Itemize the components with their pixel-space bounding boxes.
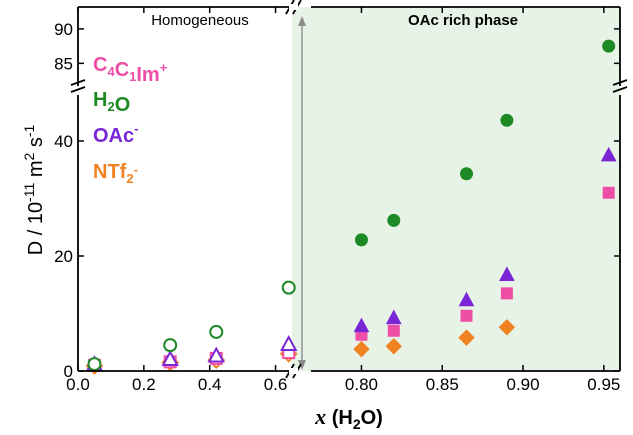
legend-entry-c4c1im: C4C1Im+ <box>93 54 168 86</box>
divider-arrow-up <box>298 16 306 26</box>
x-tick-label: 0.95 <box>587 375 620 394</box>
y-axis-title-text: D / 10-11 m2 s-1 <box>21 124 47 255</box>
x-tick-label: 0.90 <box>507 375 540 394</box>
point-ntf2 <box>498 319 516 336</box>
point-c4c1im <box>387 324 400 337</box>
axis-ticks: 0.0 0.2 0.4 0.6 0.80 0.85 0.90 0.95 0 20 40 85 90 <box>54 7 620 394</box>
x-tick-label: 0.2 <box>132 375 156 394</box>
point-h2o <box>209 324 224 339</box>
x-break-gap-bottom <box>289 368 298 374</box>
point-h2o <box>354 233 368 247</box>
y-tick-label: 40 <box>54 132 73 151</box>
point-oac <box>161 349 179 366</box>
point-ntf2 <box>353 340 370 358</box>
point-oac <box>600 146 617 162</box>
point-h2o <box>500 113 514 127</box>
x-axis-title-text: x (H2O) <box>314 404 383 432</box>
y-break-mark-left <box>70 86 86 93</box>
y-tick-label: 20 <box>54 247 73 266</box>
x-tick-label: 0.6 <box>264 375 288 394</box>
x-break-gap-top <box>289 4 298 10</box>
x-tick-label: 0.85 <box>426 375 459 394</box>
point-c4c1im <box>460 309 473 322</box>
region-label-oac-rich: OAc rich phase <box>408 12 518 29</box>
point-h2o <box>281 280 296 295</box>
point-oac <box>353 317 370 333</box>
legend-entry-ntf2: NTf2- <box>93 161 138 186</box>
divider-arrow-down <box>298 360 306 370</box>
y-break-mark-left <box>70 79 86 86</box>
point-oac <box>499 266 515 281</box>
y-break-mark-right <box>612 79 628 86</box>
point-c4c1im <box>500 287 513 300</box>
point-ntf2 <box>385 338 402 355</box>
point-h2o <box>460 167 473 181</box>
legend-entry-oac: OAc- <box>93 121 138 147</box>
x-axis-title: x (H2O) <box>314 404 383 432</box>
point-c4c1im <box>602 186 615 199</box>
y-axis-title: D / 10-11 m2 s-1 <box>21 124 47 255</box>
point-oac <box>280 334 298 352</box>
y-tick-label: 85 <box>54 54 73 73</box>
point-h2o <box>87 357 102 372</box>
y-tick-label: 0 <box>64 362 73 381</box>
legend: C4C1Im+ H2O OAc- NTf2- <box>93 54 168 186</box>
point-h2o <box>163 338 178 353</box>
x-tick-label: 0.4 <box>198 375 222 394</box>
point-oac <box>207 346 225 363</box>
legend-entry-h2o: H2O <box>93 89 130 116</box>
y-break-mark-right <box>612 86 628 93</box>
x-tick-label: 0.0 <box>66 375 90 394</box>
point-h2o <box>602 39 616 53</box>
y-tick-label: 90 <box>54 20 73 39</box>
point-h2o <box>387 213 401 227</box>
axis-frame <box>77 6 621 372</box>
data-points <box>85 39 617 375</box>
shaded-region <box>292 7 620 371</box>
region-label-homogeneous: Homogeneous <box>151 12 249 29</box>
axis-breaks <box>70 0 628 379</box>
point-oac <box>385 309 402 325</box>
x-tick-label: 0.80 <box>345 375 378 394</box>
point-oac <box>458 291 475 307</box>
point-ntf2 <box>458 329 475 346</box>
